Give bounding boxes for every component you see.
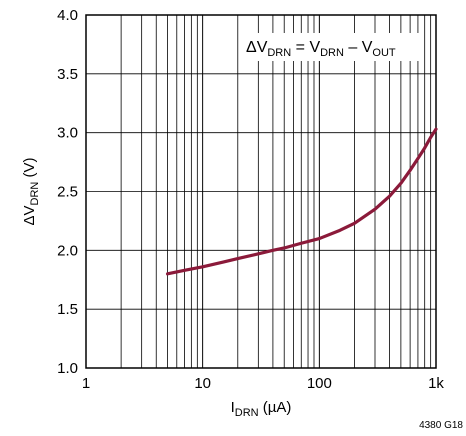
x-tick-label: 10 [194,375,211,392]
x-tick-label: 1 [82,375,90,392]
series-group [165,127,438,276]
y-axis-label: ΔVDRN (V) [21,157,41,225]
x-tick-label: 100 [307,375,332,392]
annotation-equation: ΔVDRN = VDRN – VOUT [246,39,396,59]
x-axis-label: IDRN (µA) [231,399,292,419]
plot-frame [85,14,437,369]
y-tick-label: 3.5 [57,66,78,83]
x-tick-label: 1k [428,375,444,392]
y-tick-label: 3.0 [57,125,78,142]
grid-lines [86,15,436,368]
y-tick-label: 1.5 [57,301,78,318]
y-tick-labels: 1.0 1.5 2.0 2.5 3.0 3.5 4.0 [57,7,78,377]
y-tick-label: 2.5 [57,184,78,201]
y-tick-label: 2.0 [57,242,78,259]
annotation-background [240,33,420,61]
x-tick-labels: 1 10 100 1k [82,375,445,392]
y-tick-label: 4.0 [57,7,78,24]
y-tick-label: 1.0 [57,360,78,377]
series-line [165,127,438,276]
figure-id: 4380 G18 [419,420,463,431]
